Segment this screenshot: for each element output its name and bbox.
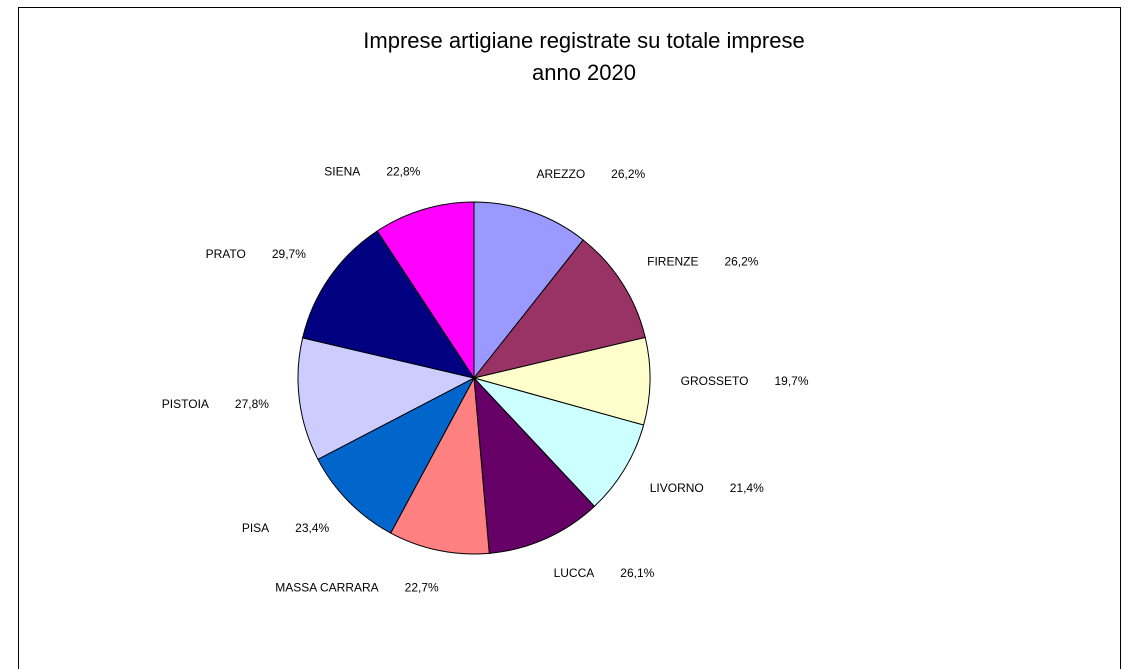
category-label: PISA [242, 521, 269, 535]
pie-slice [472, 239, 646, 379]
slice-label: AREZZO 26,2% [537, 167, 646, 181]
value-label: 22,7% [405, 580, 439, 594]
slice-label: MASSA CARRARA 22,7% [275, 580, 439, 594]
pie-slice [473, 336, 651, 426]
slice-label: LUCCA 26,1% [554, 566, 655, 580]
slice-label: GROSSETO 19,7% [681, 374, 809, 388]
value-label: 21,4% [730, 481, 764, 495]
category-label: PRATO [206, 247, 246, 261]
category-label: FIRENZE [647, 255, 698, 269]
category-label: LUCCA [554, 566, 595, 580]
chart-subtitle: anno 2020 [532, 60, 636, 85]
category-label: SIENA [324, 164, 360, 178]
category-label: MASSA CARRARA [275, 580, 378, 594]
slice-label: PISTOIA 27,8% [162, 397, 269, 411]
category-label: LIVORNO [650, 481, 704, 495]
value-label: 29,7% [272, 247, 306, 261]
slice-label: PISA 23,4% [242, 521, 330, 535]
slice-label: SIENA 22,8% [324, 164, 420, 178]
value-label: 26,1% [620, 566, 654, 580]
value-label: 26,2% [611, 167, 645, 181]
value-label: 26,2% [724, 255, 758, 269]
pie-slice [473, 201, 584, 380]
chart-frame [18, 7, 1121, 669]
value-label: 27,8% [235, 397, 269, 411]
pie-slice [297, 337, 476, 460]
pie-slice [473, 376, 596, 554]
category-label: PISTOIA [162, 397, 209, 411]
chart-title: Imprese artigiane registrate su totale i… [363, 28, 804, 53]
category-label: GROSSETO [681, 374, 749, 388]
value-label: 22,8% [386, 164, 420, 178]
slice-label: LIVORNO 21,4% [650, 481, 764, 495]
category-label: AREZZO [537, 167, 586, 181]
pie-slice [317, 376, 476, 534]
value-label: 23,4% [295, 521, 329, 535]
slice-label: FIRENZE 26,2% [647, 255, 759, 269]
slice-label: PRATO 29,7% [206, 247, 307, 261]
pie-slice [472, 377, 645, 508]
pie-slice [302, 230, 476, 379]
value-label: 19,7% [774, 374, 808, 388]
pie-slice [376, 201, 475, 380]
pie-slice [390, 376, 490, 555]
